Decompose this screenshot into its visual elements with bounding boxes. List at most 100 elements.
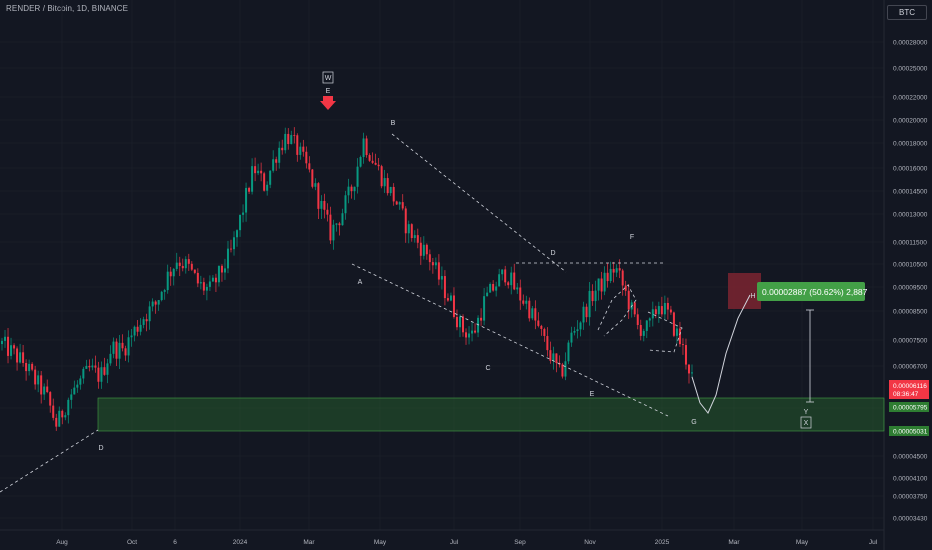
y-tick-label: 0.00028000: [893, 40, 928, 47]
candle-body: [263, 173, 266, 191]
wave-label: E: [590, 391, 595, 398]
candle-body: [597, 278, 600, 291]
candle-body: [118, 342, 121, 359]
candle-body: [43, 386, 46, 395]
candle-body: [260, 170, 263, 174]
candle-body: [504, 269, 507, 283]
candle-body: [510, 272, 513, 286]
x-tick-label: 2024: [233, 539, 248, 546]
candle-body: [124, 348, 127, 356]
candle-body: [233, 237, 236, 250]
trendline-lower: [351, 263, 669, 417]
candle-body: [85, 365, 88, 369]
candle-body: [166, 271, 169, 291]
candle-body: [49, 392, 52, 406]
candle-body: [184, 259, 187, 269]
y-tick-label: 0.00008500: [893, 309, 928, 316]
candle-body: [600, 278, 603, 292]
y-axis[interactable]: 0.00028000 0.00025000 0.00022000 0.00020000…: [893, 40, 928, 523]
candle-body: [220, 265, 223, 273]
candle-body: [425, 244, 428, 255]
candle-body: [401, 202, 404, 209]
currency-badge[interactable]: BTC: [887, 5, 927, 20]
candle-body: [362, 138, 365, 158]
candle-body: [281, 147, 284, 151]
candle-body: [684, 345, 687, 365]
candle-body: [223, 268, 226, 273]
candle-body: [293, 135, 296, 136]
candle-body: [323, 200, 326, 210]
symbol-title[interactable]: RENDER / Bitcoin, 1D, BINANCE: [6, 4, 129, 13]
candle-body: [663, 302, 666, 315]
candle-body: [302, 146, 305, 152]
candle-body: [462, 316, 465, 333]
x-tick-label: Mar: [303, 539, 315, 546]
y-tick-label: 0.00010500: [893, 262, 928, 269]
red-arrow-icon: [320, 96, 336, 110]
y-tick-label: 0.00013000: [893, 212, 928, 219]
candle-body: [446, 298, 449, 301]
candle-body: [272, 159, 275, 171]
candle-body: [489, 284, 492, 293]
current-price-tag: 0.00006116 08:36:47: [889, 380, 929, 399]
candle-body: [317, 183, 320, 209]
x-tick-label: Nov: [584, 539, 596, 546]
candle-body: [299, 146, 302, 155]
measure-label-text: 0.00002887 (50.62%) 2,887: [762, 287, 868, 297]
y-tick-label: 0.00016000: [893, 166, 928, 173]
candle-body: [648, 318, 651, 321]
trendline-lower-left: [0, 429, 99, 493]
candle-body: [567, 342, 570, 362]
flag-pattern: [647, 311, 683, 353]
candle-body: [79, 378, 82, 385]
candle-body: [654, 309, 657, 315]
wave-label: G: [691, 419, 696, 426]
candle-body: [573, 331, 576, 333]
candle-body: [91, 365, 94, 368]
y-tick-label: 0.00025000: [893, 66, 928, 73]
trend-lines: [0, 133, 683, 493]
candle-body: [287, 133, 290, 145]
candle-body: [386, 178, 389, 194]
candle-body: [410, 224, 413, 239]
candle-body: [25, 362, 28, 372]
candle-body: [618, 268, 621, 271]
candle-body: [157, 300, 160, 305]
candle-body: [416, 235, 419, 243]
candle-body: [516, 287, 519, 290]
y-tick-label: 0.00006700: [893, 364, 928, 371]
candle-body: [37, 375, 40, 385]
candle-body: [314, 183, 317, 187]
candle-body: [70, 394, 73, 400]
candle-body: [528, 300, 531, 319]
candle-body: [395, 201, 398, 205]
candle-body: [687, 364, 690, 374]
candle-body: [320, 200, 323, 209]
zone-top-value: 0.00005795: [893, 405, 928, 412]
candle-body: [404, 208, 407, 234]
candle-body: [275, 159, 278, 163]
candle-body: [13, 345, 16, 349]
candle-body: [251, 166, 254, 192]
candle-body: [196, 272, 199, 284]
candle-body: [561, 364, 564, 377]
candle-body: [552, 353, 555, 361]
wave-label: F: [630, 234, 634, 241]
candle-body: [109, 353, 112, 364]
candle-body: [440, 276, 443, 280]
candle-body: [474, 330, 477, 333]
candle-body: [175, 262, 178, 269]
candle-body: [34, 369, 37, 385]
x-axis[interactable]: Aug Oct 6 2024 Mar May Jul Sep Nov 2025 Mar May Jul: [56, 539, 877, 546]
candle-body: [67, 399, 70, 416]
wave-label: W: [325, 75, 332, 82]
candle-body: [570, 332, 573, 343]
candle-body: [657, 306, 660, 315]
candle-body: [127, 337, 130, 356]
candle-body: [627, 290, 630, 310]
candle-body: [61, 410, 64, 418]
candle-body: [139, 324, 142, 332]
candle-body: [374, 162, 377, 165]
candle-body: [190, 263, 193, 270]
